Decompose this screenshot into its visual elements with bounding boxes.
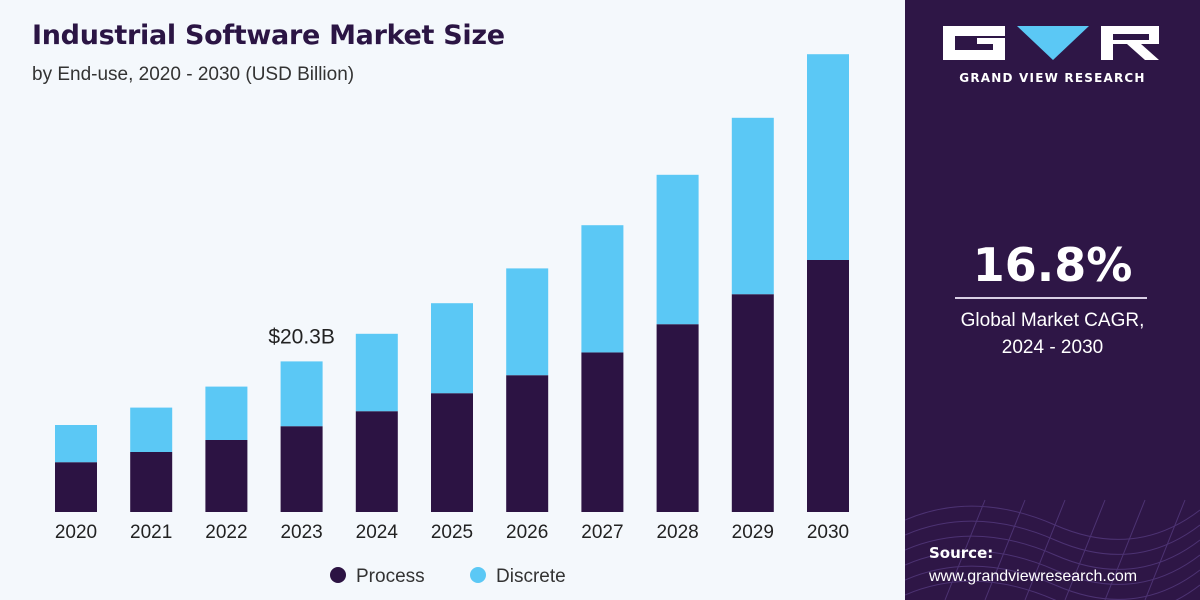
- brand-panel: GRAND VIEW RESEARCH 16.8% Global Market …: [905, 0, 1200, 600]
- legend-swatch-process: [330, 567, 346, 583]
- stacked-bar-chart: 2020 2021 2022 2023 2024 2025 2026 2027 2028 2029…: [55, 54, 849, 587]
- chart-subtitle: by End-use, 2020 - 2030 (USD Billion): [32, 64, 355, 85]
- legend-label-process: Process: [356, 566, 425, 587]
- chart-area: Industrial Software Market Size by End-u…: [0, 0, 905, 600]
- legend: Process Discrete: [330, 566, 566, 587]
- x-tick-label: 2028: [656, 522, 698, 543]
- bar-process-2020: [55, 462, 97, 512]
- bar-process-2024: [355, 411, 398, 512]
- x-tick-label: 2026: [506, 522, 548, 543]
- gvr-logo-icon: [943, 26, 1159, 60]
- bar-process-2023: [280, 426, 323, 512]
- bar-process-2030: [807, 260, 849, 512]
- legend-label-discrete: Discrete: [496, 566, 566, 587]
- brand-name: GRAND VIEW RESEARCH: [959, 71, 1146, 85]
- cagr-value: 16.8%: [972, 238, 1133, 292]
- x-tick-label: 2022: [205, 522, 247, 543]
- legend-swatch-discrete: [470, 567, 486, 583]
- wave-pattern: [905, 499, 1200, 600]
- bar-process-2027: [581, 352, 624, 512]
- cagr-period: 2024 - 2030: [1001, 337, 1104, 358]
- bar-process-2026: [506, 375, 549, 512]
- bar-discrete-2022: [205, 386, 248, 440]
- bar-discrete-2025: [431, 303, 473, 394]
- x-tick-label: 2020: [55, 522, 97, 543]
- x-tick-label: 2027: [581, 522, 623, 543]
- x-axis-ticks: 2020 2021 2022 2023 2024 2025 2026 2027 2028 2029…: [55, 522, 849, 543]
- bar-discrete-2028: [656, 174, 699, 325]
- bar-discrete-2024: [355, 333, 398, 412]
- x-tick-label: 2025: [431, 522, 473, 543]
- x-tick-label: 2024: [356, 522, 399, 543]
- bar-process-2028: [656, 324, 699, 512]
- bar-process-2029: [731, 294, 774, 512]
- x-tick-label: 2023: [280, 522, 322, 543]
- x-tick-label: 2030: [807, 522, 849, 543]
- chart-title: Industrial Software Market Size: [32, 20, 505, 51]
- annotation-group: $20.3B: [268, 325, 335, 348]
- bar-group: [55, 54, 849, 512]
- bar-discrete-2026: [506, 268, 549, 376]
- bar-process-2022: [205, 440, 248, 512]
- x-tick-label: 2029: [732, 522, 774, 543]
- bar-discrete-2027: [581, 225, 624, 353]
- bar-discrete-2023: [280, 361, 323, 427]
- bar-process-2025: [431, 393, 473, 512]
- bar-discrete-2029: [731, 117, 774, 295]
- cagr-divider: [955, 297, 1147, 299]
- x-tick-label: 2021: [130, 522, 172, 543]
- bar-discrete-2020: [55, 425, 97, 463]
- data-label: $20.3B: [268, 325, 335, 348]
- cagr-label: Global Market CAGR,: [960, 310, 1145, 331]
- bar-discrete-2021: [130, 407, 173, 452]
- bar-discrete-2030: [807, 54, 849, 261]
- bar-process-2021: [130, 452, 173, 512]
- source-link[interactable]: www.grandviewresearch.com: [929, 568, 1138, 585]
- source-label: Source:: [929, 544, 994, 562]
